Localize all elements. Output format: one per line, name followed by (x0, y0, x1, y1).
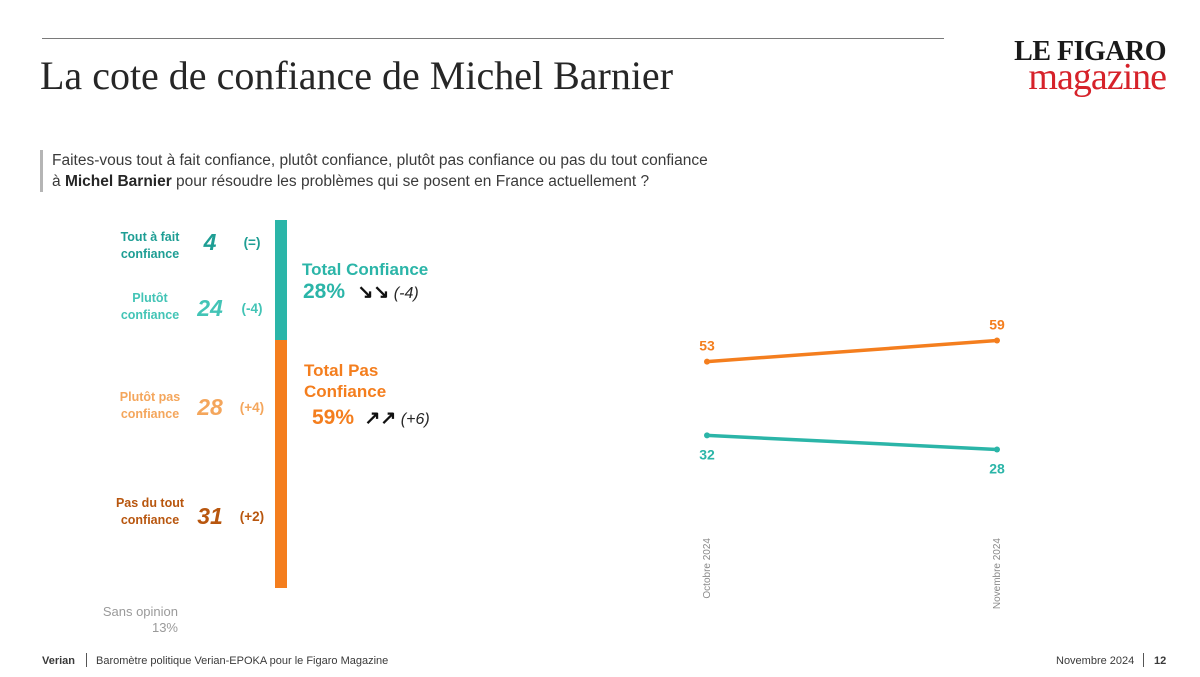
footer-brand-text: Verian (42, 655, 76, 667)
row-label-line2: confiance (120, 247, 180, 261)
data-point-0-1 (994, 337, 1000, 344)
total-pas-confiance-row: 59% ↗↗ (+6) (312, 406, 430, 430)
question-line2-suffix: pour résoudre les problèmes qui se posen… (171, 173, 650, 190)
total-confiance-diff: (-4) (393, 285, 419, 302)
logo-line2: magazine (1028, 56, 1167, 98)
row-label-pas-du-tout: Pas du tout confiance (100, 495, 200, 529)
footer-divider (86, 653, 87, 667)
row-label-plutot: Plutôt confiance (100, 290, 200, 324)
series-line-0 (706, 338, 998, 364)
row-label-line1: Tout à fait (120, 230, 180, 244)
question-subject-name: Michel Barnier (64, 173, 172, 190)
data-point-1-0 (704, 432, 710, 439)
x-tick-label-0: Octobre 2024 (702, 538, 713, 599)
data-label-0-0: 53 (699, 338, 715, 354)
confiance-bar-segment (275, 220, 287, 340)
total-pas-confiance-title-line1: Total Pas (304, 361, 379, 380)
pas-confiance-bar-segment (275, 340, 287, 588)
question-line1: Faites-vous tout à fait confiance, plutô… (52, 152, 708, 169)
row-label-line2: confiance (120, 407, 180, 421)
footer-page-number: 12 (1154, 655, 1166, 667)
footer-page-text: 12 (1154, 655, 1167, 667)
series-line-1 (706, 433, 998, 452)
footer-date: Novembre 2024 (1056, 655, 1135, 667)
footer-source: Baromètre politique Verian-EPOKA pour le… (96, 655, 389, 667)
data-point-1-1 (994, 446, 1000, 453)
survey-question: Faites-vous tout à fait confiance, plutô… (52, 150, 708, 192)
sans-opinion: Sans opinion 13% (78, 604, 178, 636)
question-accent-bar (40, 150, 43, 192)
total-pas-confiance-diff: (+6) (400, 411, 430, 428)
row-value-tout-a-fait: 4 (203, 229, 217, 255)
row-label-plutot-pas: Plutôt pas confiance (100, 389, 200, 423)
total-confiance-value: 28% (303, 280, 346, 303)
row-value-plutot: 24 (197, 295, 223, 321)
row-label-line2: confiance (120, 513, 180, 527)
double-up-arrow-icon: ↗↗ (364, 408, 397, 429)
data-label-0-1: 59 (989, 317, 1005, 333)
data-point-0-0 (704, 358, 710, 365)
row-label-tout-a-fait: Tout à fait confiance (100, 229, 200, 263)
footer-brand: Verian (42, 655, 75, 667)
trend-line-chart: 53 59 32 28 Octobre 2024 Novembre 2024 (699, 317, 1005, 610)
total-pas-confiance-title-line2: Confiance (304, 382, 387, 401)
total-pas-confiance-title: Total Pas Confiance (304, 360, 386, 402)
row-diff-plutot: (-4) (241, 301, 263, 316)
total-confiance-row: 28% ↘↘ (-4) (303, 280, 419, 304)
total-pas-confiance-value: 59% (312, 406, 355, 429)
le-figaro-magazine-logo: LE FIGARO magazine (991, 36, 1167, 98)
x-tick-label-1: Novembre 2024 (992, 538, 1003, 610)
logo-line1: LE FIGARO (1014, 36, 1166, 67)
row-value-plutot-pas: 28 (197, 394, 223, 420)
question-line2-prefix: à (52, 173, 65, 190)
row-diff-tout-a-fait: (=) (243, 235, 261, 250)
sans-opinion-value: 13% (151, 620, 178, 635)
footer-divider (1143, 653, 1144, 667)
data-label-1-1: 28 (989, 460, 1005, 476)
double-down-arrow-icon: ↘↘ (357, 282, 390, 303)
total-confiance-title: Total Confiance (302, 260, 429, 279)
row-diff-pas-du-tout: (+2) (239, 509, 265, 524)
header-rule (42, 38, 944, 39)
row-label-line1: Pas du tout (115, 496, 185, 510)
page-title: La cote de confiance de Michel Barnier (40, 53, 674, 98)
row-label-line1: Plutôt (132, 291, 168, 305)
sans-opinion-label: Sans opinion (102, 604, 178, 619)
row-label-line2: confiance (120, 308, 180, 322)
row-label-line1: Plutôt pas (119, 390, 181, 404)
row-diff-plutot-pas: (+4) (239, 400, 265, 415)
row-value-pas-du-tout: 31 (197, 503, 223, 529)
data-label-1-0: 32 (699, 446, 715, 462)
